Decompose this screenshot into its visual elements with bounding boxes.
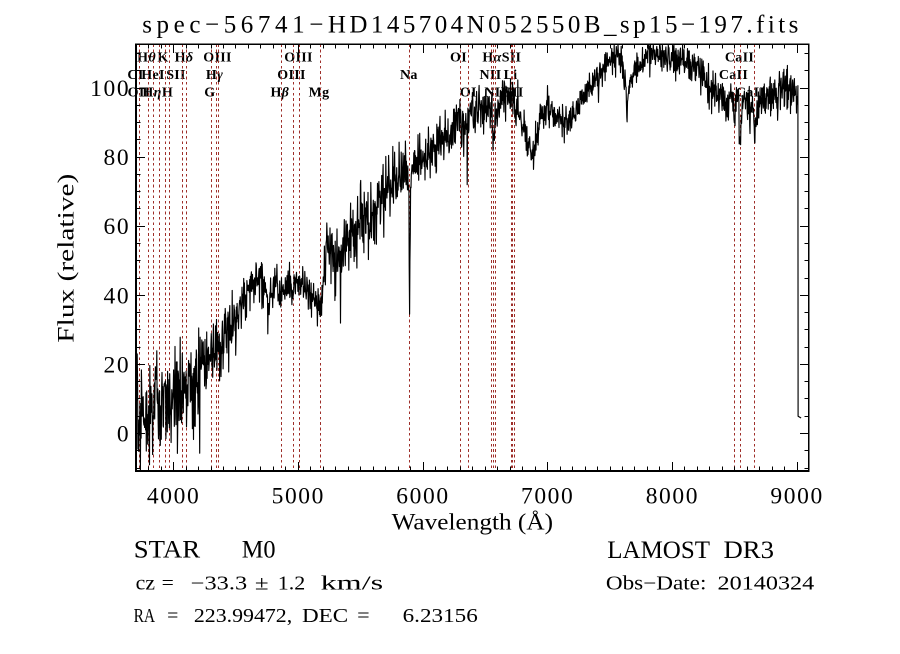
svg-text:80: 80 [103,145,130,171]
svg-text:4000: 4000 [147,484,200,510]
svg-text:OIII: OIII [284,51,312,66]
svg-text:cz: cz [136,574,156,595]
svg-text:Hγ: Hγ [206,68,223,83]
svg-text:Li: Li [504,68,518,83]
svg-text:223.99472,: 223.99472, [194,606,292,627]
svg-text:SII: SII [502,51,522,66]
svg-text:=: = [167,606,178,627]
svg-text:20140324: 20140324 [718,574,815,595]
svg-text:H: H [162,86,173,101]
svg-text:−33.3: −33.3 [191,574,248,595]
svg-text:OIII: OIII [277,68,305,83]
svg-text:Hθ: Hθ [137,51,156,66]
svg-text:100: 100 [90,76,130,102]
svg-text:STAR: STAR [134,536,201,563]
svg-text:Hβ: Hβ [270,86,289,101]
svg-text:6.23156: 6.23156 [403,606,478,627]
svg-text:Hη: Hη [142,86,161,101]
svg-text:OIII: OIII [203,51,231,66]
svg-text:DEC: DEC [302,606,348,627]
svg-text:1.2: 1.2 [278,574,306,595]
svg-text:NII: NII [480,68,502,83]
svg-text:6000: 6000 [396,484,449,510]
svg-text:7000: 7000 [521,484,574,510]
svg-text:Wavelength (Å): Wavelength (Å) [392,510,553,536]
svg-text:spec−56741−HD145704N052550B_sp: spec−56741−HD145704N052550B_sp15−197.fit… [142,12,802,39]
svg-text:Flux (relative): Flux (relative) [54,174,80,343]
svg-text:=: = [357,606,370,627]
svg-text:Hδ: Hδ [175,51,194,66]
svg-text:5000: 5000 [272,484,325,510]
svg-text:km/s: km/s [321,574,384,595]
svg-text:Mg: Mg [309,86,330,101]
svg-text:20: 20 [103,352,130,378]
svg-text:=: = [162,574,174,595]
svg-text:Obs−Date:: Obs−Date: [606,574,707,595]
svg-text:Na: Na [400,68,418,83]
svg-text:M0: M0 [242,536,276,563]
svg-text:60: 60 [103,214,130,240]
svg-text:40: 40 [103,283,130,309]
svg-text:±: ± [255,574,269,595]
svg-text:9000: 9000 [770,484,823,510]
svg-text:Hα: Hα [482,51,501,66]
svg-text:LAMOST: LAMOST [607,537,710,564]
svg-text:OII: OII [128,86,151,101]
svg-text:0: 0 [117,422,130,448]
svg-text:K: K [157,51,168,66]
svg-text:8000: 8000 [646,484,699,510]
svg-text:RA: RA [134,606,156,627]
svg-text:CaII: CaII [725,51,754,66]
svg-text:CaII: CaII [736,86,765,101]
svg-text:DR3: DR3 [724,537,775,564]
svg-text:OI: OI [450,51,467,66]
svg-text:SII: SII [166,68,186,83]
svg-text:CaII: CaII [719,68,748,83]
svg-text:G: G [204,86,215,101]
svg-text:HeI: HeI [141,68,164,83]
